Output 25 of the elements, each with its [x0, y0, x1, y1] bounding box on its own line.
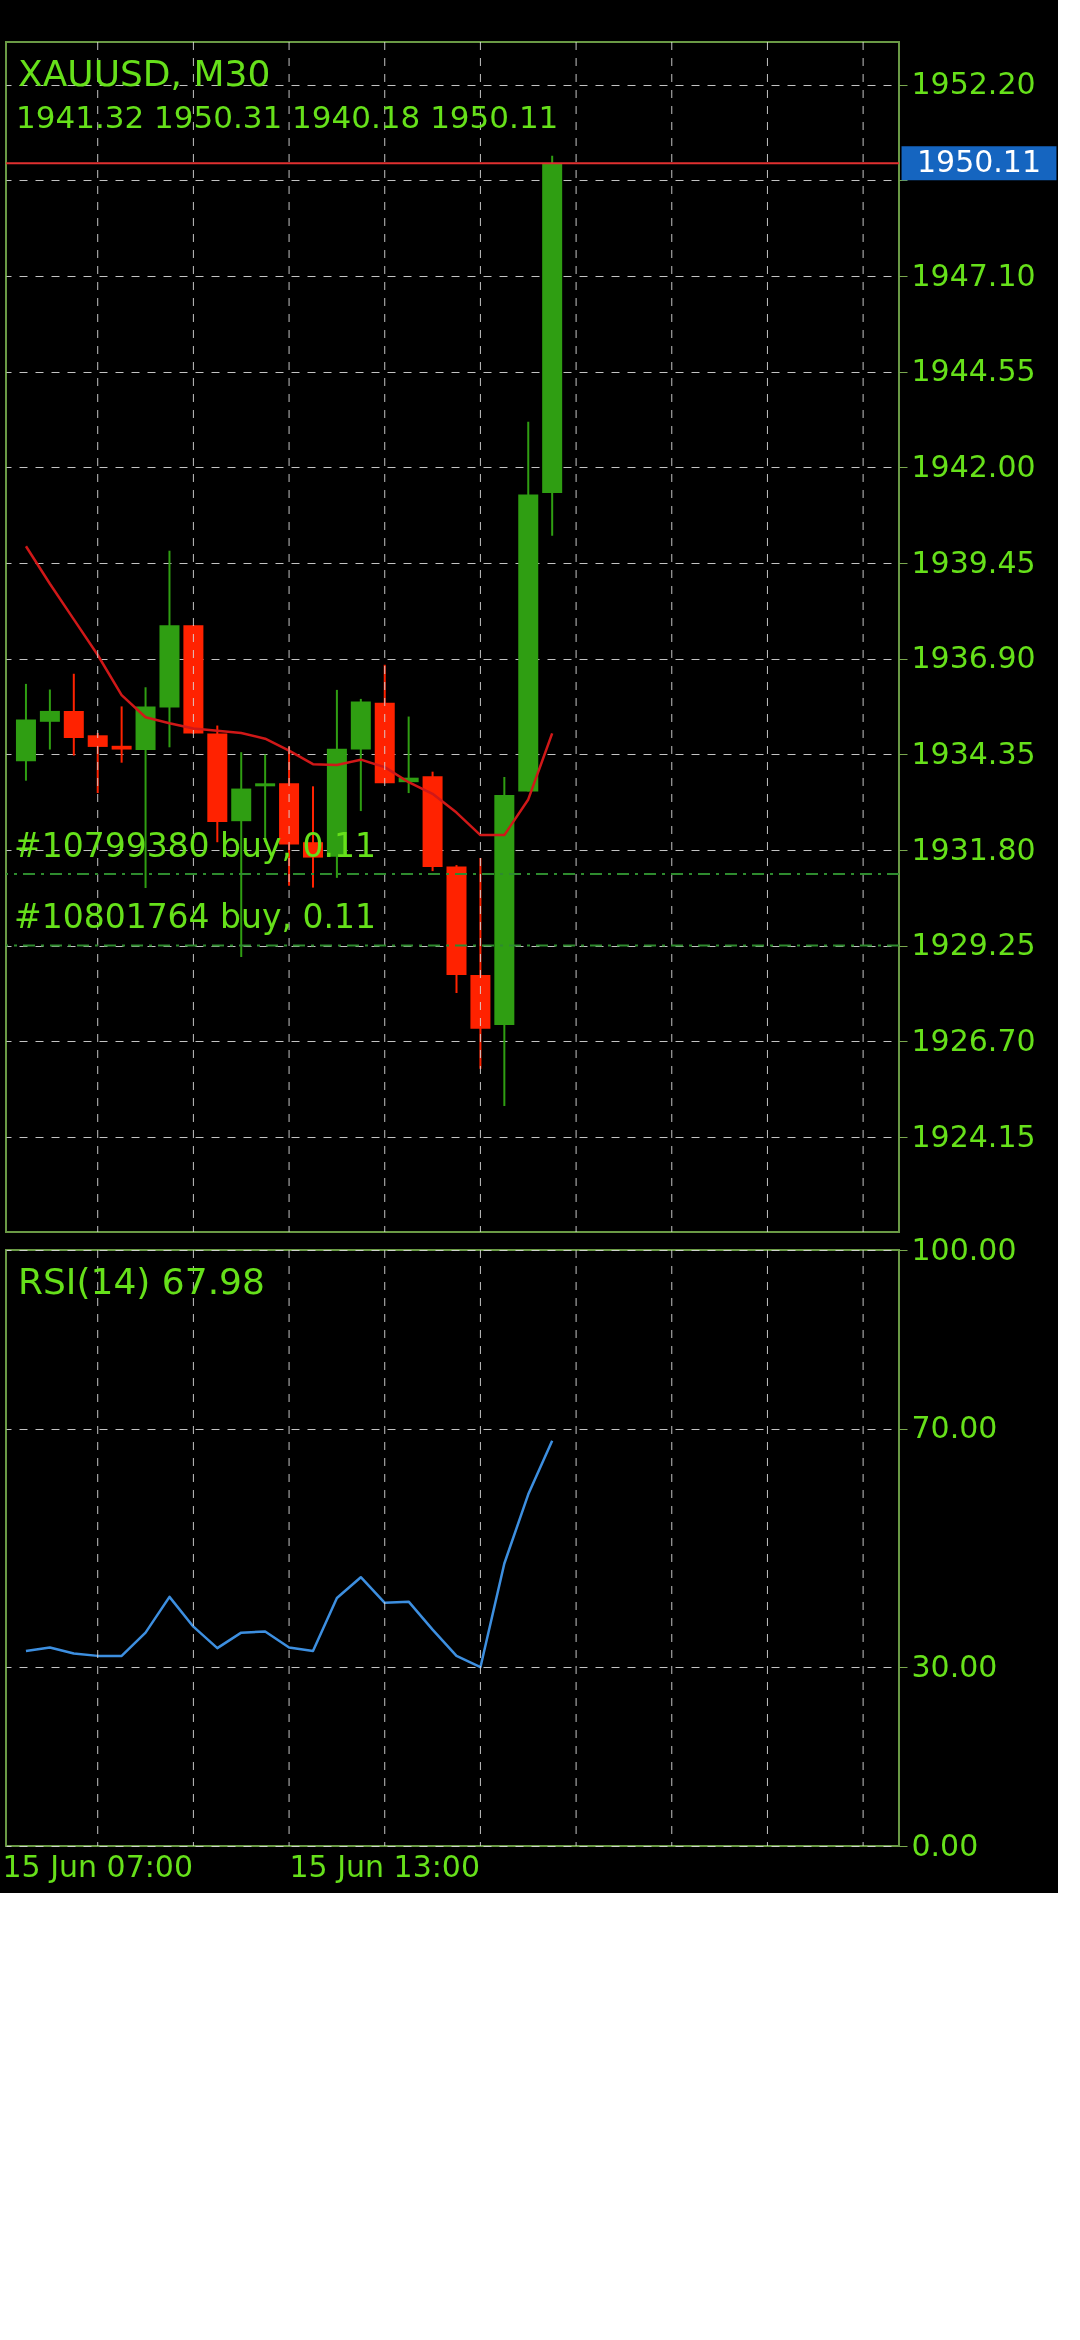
- y-tick-label: 1924.15: [911, 1118, 1036, 1154]
- y-tick-label: 1926.70: [911, 1022, 1036, 1058]
- y-tick-label: 30.00: [911, 1648, 998, 1684]
- y-tick-label: 1931.80: [911, 831, 1036, 867]
- y-tick-label: 1936.90: [911, 640, 1036, 676]
- candlestick: [87, 732, 108, 795]
- y-tick-label: 1947.10: [911, 257, 1036, 293]
- y-tick-label: 70.00: [911, 1410, 998, 1446]
- x-tick-label: 15 Jun 13:00: [289, 1848, 481, 1884]
- line-series: [24, 1439, 554, 1669]
- candlestick: [111, 705, 132, 764]
- y-tick-label: 1939.45: [911, 544, 1036, 580]
- y-tick-label: 1942.00: [911, 448, 1036, 484]
- chart-title: RSI(14) 67.98: [18, 1261, 265, 1302]
- y-tick-label: 100.00: [911, 1231, 1017, 1267]
- y-tick-label: 0.00: [911, 1827, 979, 1863]
- x-tick-label: 15 Jun 07:00: [2, 1848, 194, 1884]
- chart-title: XAUUSD, M30: [18, 53, 271, 94]
- y-tick-label: 1944.55: [911, 353, 1036, 389]
- y-tick-label: 1929.25: [911, 927, 1036, 963]
- ref-line-label: 1950.11: [916, 144, 1042, 180]
- candlestick: [39, 688, 60, 751]
- y-tick-label: 1952.20: [911, 66, 1036, 102]
- text: 1941.32 1950.31 1940.18 1950.11: [16, 99, 559, 135]
- y-tick-label: 1934.35: [911, 735, 1036, 771]
